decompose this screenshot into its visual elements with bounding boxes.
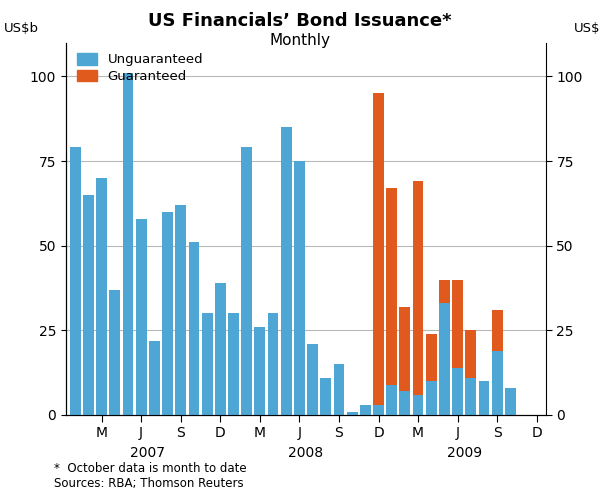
Bar	[426, 381, 437, 415]
Text: 2009: 2009	[446, 446, 482, 460]
Bar	[386, 384, 397, 415]
Bar	[241, 148, 252, 415]
Bar	[373, 94, 384, 405]
Bar	[360, 405, 371, 415]
Text: US$b: US$b	[574, 22, 600, 35]
Bar	[492, 310, 503, 350]
Bar	[452, 368, 463, 415]
Bar	[215, 283, 226, 415]
Bar	[228, 314, 239, 415]
Bar	[320, 378, 331, 415]
Bar	[466, 330, 476, 378]
Bar	[281, 127, 292, 415]
Bar	[334, 364, 344, 415]
Bar	[254, 327, 265, 415]
Bar	[413, 182, 424, 394]
Bar	[136, 218, 146, 415]
Bar	[175, 205, 186, 415]
Bar	[70, 148, 80, 415]
Bar	[492, 350, 503, 415]
Bar	[162, 212, 173, 415]
Bar	[109, 290, 120, 415]
Bar	[122, 73, 133, 415]
Text: *  October data is month to date: * October data is month to date	[54, 462, 247, 475]
Bar	[452, 280, 463, 368]
Bar	[439, 280, 450, 303]
Bar	[83, 195, 94, 415]
Text: Monthly: Monthly	[269, 32, 331, 48]
Text: US$b: US$b	[4, 22, 38, 35]
Bar	[400, 392, 410, 415]
Bar	[386, 188, 397, 384]
Bar	[202, 314, 212, 415]
Text: US Financials’ Bond Issuance*: US Financials’ Bond Issuance*	[148, 12, 452, 30]
Bar	[347, 412, 358, 415]
Bar	[479, 381, 490, 415]
Bar	[400, 306, 410, 392]
Text: 2008: 2008	[289, 446, 323, 460]
Bar	[373, 405, 384, 415]
Text: 2007: 2007	[130, 446, 165, 460]
Bar	[426, 334, 437, 381]
Bar	[466, 378, 476, 415]
Bar	[307, 344, 318, 415]
Legend: Unguaranteed, Guaranteed: Unguaranteed, Guaranteed	[77, 53, 203, 83]
Bar	[294, 161, 305, 415]
Bar	[96, 178, 107, 415]
Text: Sources: RBA; Thomson Reuters: Sources: RBA; Thomson Reuters	[54, 478, 244, 490]
Bar	[188, 242, 199, 415]
Bar	[505, 388, 516, 415]
Bar	[268, 314, 278, 415]
Bar	[149, 340, 160, 415]
Bar	[439, 303, 450, 415]
Bar	[413, 394, 424, 415]
